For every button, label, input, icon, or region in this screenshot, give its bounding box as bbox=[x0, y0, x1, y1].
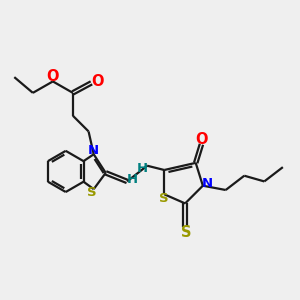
Text: N: N bbox=[88, 144, 99, 158]
Text: O: O bbox=[195, 132, 208, 147]
Text: H: H bbox=[136, 161, 148, 175]
Text: S: S bbox=[87, 185, 96, 199]
Text: N: N bbox=[202, 177, 213, 190]
Text: O: O bbox=[91, 74, 103, 89]
Text: S: S bbox=[159, 192, 169, 205]
Text: O: O bbox=[46, 69, 59, 84]
Text: H: H bbox=[127, 172, 138, 186]
Text: S: S bbox=[181, 225, 191, 240]
